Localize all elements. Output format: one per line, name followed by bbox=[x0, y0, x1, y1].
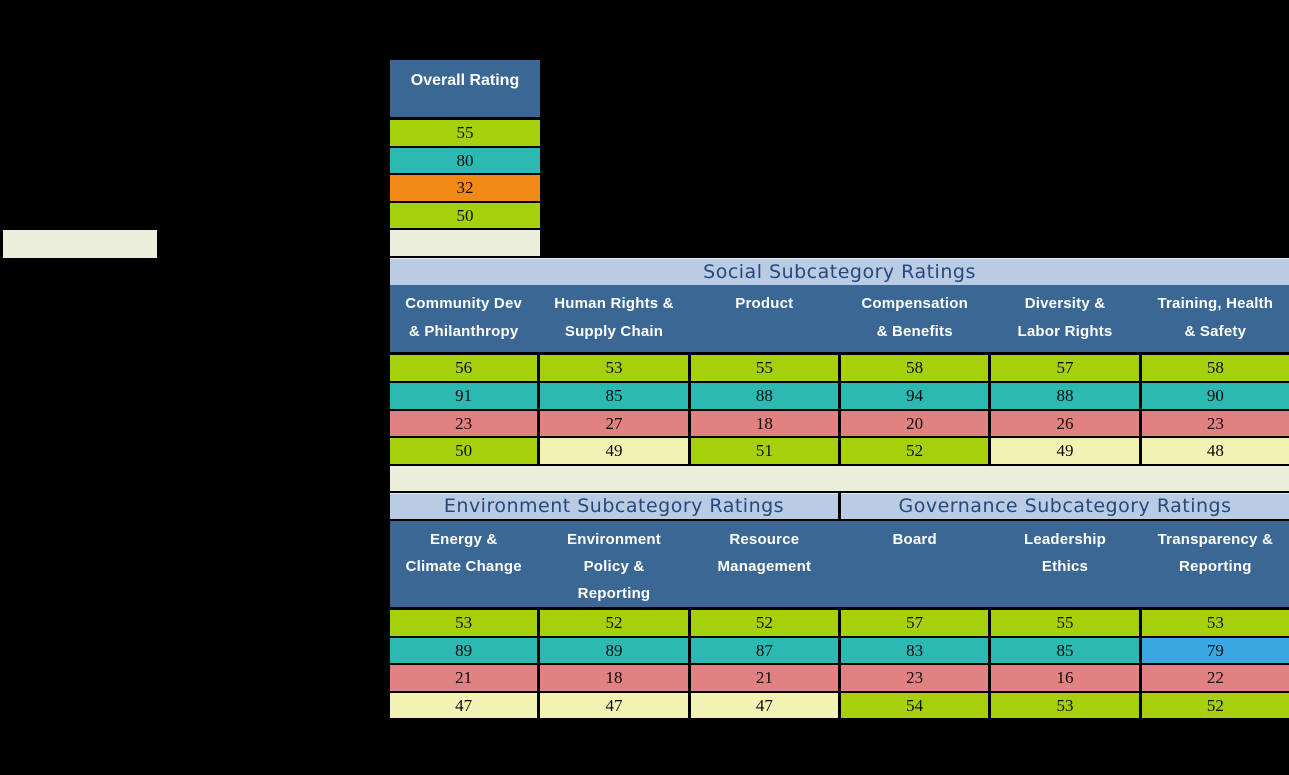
env-gov-rating-row: 47 47 47 54 53 52 bbox=[390, 692, 1289, 718]
env-gov-rating-cell: 21 bbox=[390, 665, 538, 691]
env-gov-rating-cell: 47 bbox=[690, 692, 838, 718]
social-rating-cell: 57 bbox=[991, 355, 1139, 381]
social-ratings-table: Social Subcategory Ratings Community Dev… bbox=[390, 258, 1289, 492]
social-rating-cell: 85 bbox=[540, 382, 688, 409]
env-gov-rating-cell: 57 bbox=[840, 610, 989, 636]
governance-title: Governance Subcategory Ratings bbox=[841, 493, 1289, 519]
social-rating-cell: 49 bbox=[540, 438, 688, 465]
env-gov-rating-cell: 47 bbox=[540, 692, 688, 718]
overall-rating-cell: 80 bbox=[390, 147, 540, 174]
env-gov-rating-row: 89 89 87 83 85 79 bbox=[390, 637, 1289, 663]
social-rating-cell: 58 bbox=[840, 355, 989, 381]
env-gov-ratings-table: Environment Subcategory Ratings Governan… bbox=[390, 493, 1289, 720]
social-rating-row: 50 49 51 52 49 48 bbox=[390, 438, 1289, 465]
social-rating-cell: 49 bbox=[991, 438, 1139, 465]
overall-rating-cell bbox=[390, 230, 540, 256]
env-gov-rating-cell: 52 bbox=[540, 610, 688, 636]
env-gov-rating-row: 53 52 52 57 55 53 bbox=[390, 610, 1289, 636]
social-column-header: Training, Health & Safety bbox=[1157, 295, 1274, 340]
overall-rating-header: Overall Rating bbox=[390, 60, 540, 117]
social-rating-cell: 53 bbox=[540, 355, 688, 381]
social-footer-row bbox=[390, 466, 1289, 492]
env-gov-column-header: Environment Policy & Reporting bbox=[567, 531, 661, 602]
env-gov-column-headers: Energy & Climate Change Environment Polic… bbox=[390, 521, 1289, 607]
social-rating-cell: 94 bbox=[840, 382, 989, 409]
env-gov-rating-cell: 54 bbox=[840, 692, 989, 718]
env-gov-rating-cell: 16 bbox=[991, 665, 1139, 691]
social-column-headers: Community Dev & Philanthropy Human Rights… bbox=[390, 285, 1289, 352]
social-rating-cell: 51 bbox=[690, 438, 838, 465]
env-gov-rating-cell: 52 bbox=[690, 610, 838, 636]
social-rating-cell: 18 bbox=[690, 410, 838, 437]
social-column-header: Community Dev & Philanthropy bbox=[405, 295, 523, 340]
env-gov-rating-row: 21 18 21 23 16 22 bbox=[390, 665, 1289, 691]
env-gov-rating-cell: 83 bbox=[840, 637, 989, 663]
social-rating-cell: 55 bbox=[690, 355, 838, 381]
env-gov-title-row: Environment Subcategory Ratings Governan… bbox=[390, 493, 1289, 519]
env-gov-column-header: Resource Management bbox=[717, 531, 812, 575]
social-rating-row: 91 85 88 94 88 90 bbox=[390, 382, 1289, 409]
social-rating-cell: 50 bbox=[390, 438, 538, 465]
env-gov-rating-cell: 79 bbox=[1141, 637, 1289, 663]
env-gov-rating-cell: 53 bbox=[991, 692, 1139, 718]
env-gov-column-header: Energy & Climate Change bbox=[405, 531, 522, 575]
env-gov-column-header: Board bbox=[892, 531, 937, 548]
env-gov-rating-cell: 55 bbox=[991, 610, 1139, 636]
env-gov-rating-cell: 85 bbox=[991, 637, 1139, 663]
social-rows: 56 53 55 58 57 58 91 85 88 94 88 90 23 27 18 20 26 23 50 49… bbox=[390, 355, 1289, 465]
social-column-header: Compensation & Benefits bbox=[861, 295, 968, 340]
overall-rating-cell: 32 bbox=[390, 175, 540, 201]
social-column-header: Product bbox=[735, 295, 794, 312]
social-column-header: Diversity & Labor Rights bbox=[1017, 295, 1113, 340]
overall-rating-body: 55 80 32 50 bbox=[390, 120, 540, 256]
overall-rating-cell: 55 bbox=[390, 120, 540, 146]
env-gov-column-header: Transparency & Reporting bbox=[1157, 531, 1273, 575]
env-gov-rating-cell: 53 bbox=[1141, 610, 1289, 636]
overall-rating-table: Overall Rating 55 80 32 50 bbox=[390, 60, 540, 258]
env-gov-column-header: Leadership Ethics bbox=[1023, 531, 1106, 575]
social-rating-cell: 27 bbox=[540, 410, 688, 437]
env-gov-rating-cell: 47 bbox=[390, 692, 538, 718]
env-gov-rating-cell: 18 bbox=[540, 665, 688, 691]
env-gov-rating-cell: 89 bbox=[390, 637, 538, 663]
env-gov-rating-cell: 52 bbox=[1141, 692, 1289, 718]
env-gov-rating-cell: 89 bbox=[540, 637, 688, 663]
social-rating-row: 23 27 18 20 26 23 bbox=[390, 410, 1289, 437]
overall-rating-cell: 50 bbox=[390, 202, 540, 229]
env-gov-rating-cell: 22 bbox=[1141, 665, 1289, 691]
social-column-header: Human Rights & Supply Chain bbox=[554, 295, 674, 340]
env-gov-rating-cell: 21 bbox=[690, 665, 838, 691]
social-rating-cell: 88 bbox=[991, 382, 1139, 409]
social-rating-cell: 23 bbox=[1141, 410, 1289, 437]
env-gov-rows: 53 52 52 57 55 53 89 89 87 83 85 79 21 18 21 23 16 22 47 47… bbox=[390, 610, 1289, 718]
row-label-box bbox=[3, 230, 157, 258]
social-rating-cell: 58 bbox=[1141, 355, 1289, 381]
social-rating-cell: 56 bbox=[390, 355, 538, 381]
social-rating-cell: 23 bbox=[390, 410, 538, 437]
social-rating-cell: 52 bbox=[840, 438, 989, 465]
social-rating-cell: 48 bbox=[1141, 438, 1289, 465]
social-title: Social Subcategory Ratings bbox=[390, 258, 1289, 285]
env-gov-rating-cell: 23 bbox=[840, 665, 989, 691]
social-rating-cell: 91 bbox=[390, 382, 538, 409]
environment-title: Environment Subcategory Ratings bbox=[390, 493, 838, 519]
social-rating-cell: 20 bbox=[840, 410, 989, 437]
env-gov-rating-cell: 53 bbox=[390, 610, 538, 636]
social-rating-cell: 88 bbox=[690, 382, 838, 409]
social-rating-cell: 90 bbox=[1141, 382, 1289, 409]
social-rating-row: 56 53 55 58 57 58 bbox=[390, 355, 1289, 381]
env-gov-rating-cell: 87 bbox=[690, 637, 838, 663]
social-rating-cell: 26 bbox=[991, 410, 1139, 437]
